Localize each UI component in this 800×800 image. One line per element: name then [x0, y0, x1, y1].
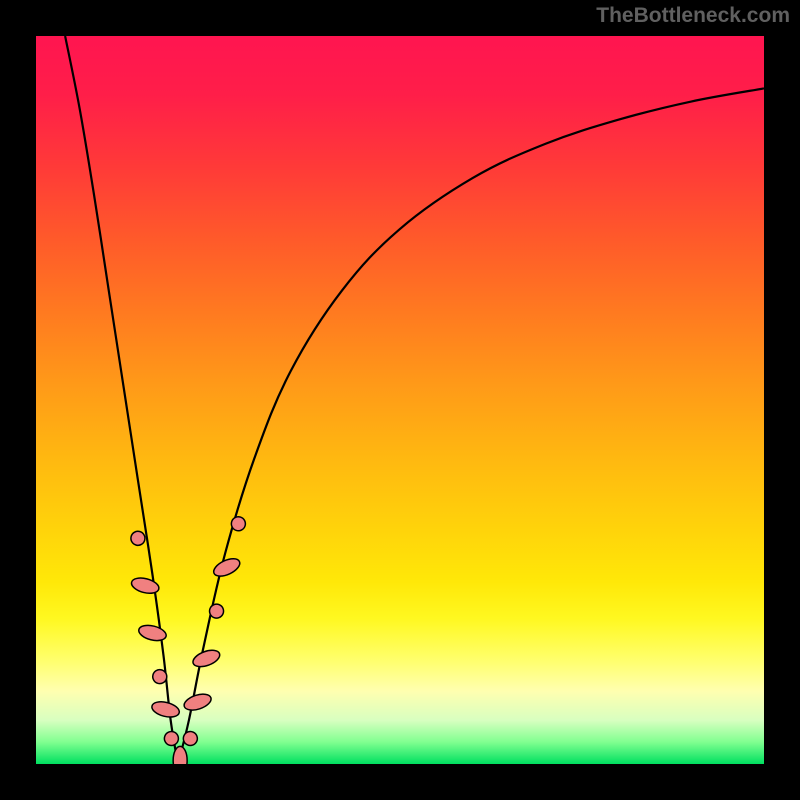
plot-area	[36, 36, 764, 764]
watermark-text: TheBottleneck.com	[596, 4, 790, 28]
gradient-background	[36, 36, 764, 764]
chart-container: TheBottleneck.com	[0, 0, 800, 800]
